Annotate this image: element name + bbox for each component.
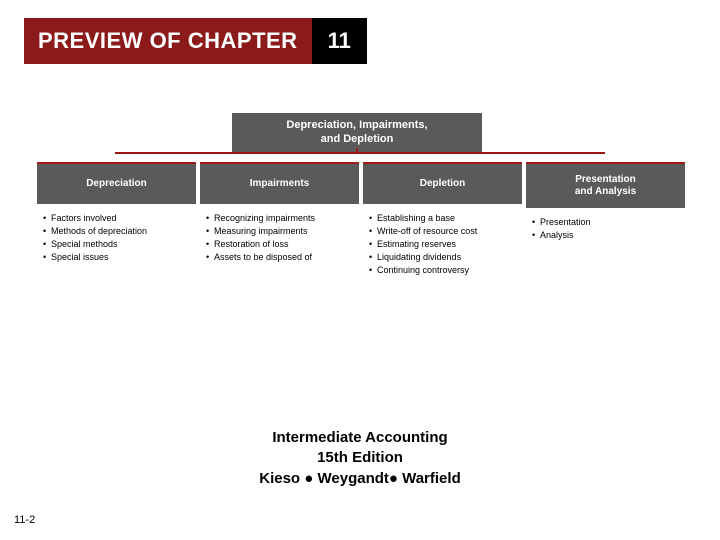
list-item: Assets to be disposed of — [206, 251, 353, 264]
list-item: Estimating reserves — [369, 238, 516, 251]
footer-credit: Intermediate Accounting 15th Edition Kie… — [0, 428, 720, 489]
column-header: Presentation and Analysis — [526, 164, 685, 208]
column-header: Depletion — [363, 164, 522, 204]
column-body: Establishing a base Write-off of resourc… — [363, 204, 522, 287]
column-header: Depreciation — [37, 164, 196, 204]
list-item: Methods of depreciation — [43, 225, 190, 238]
list-item: Measuring impairments — [206, 225, 353, 238]
footer-line-2: 15th Edition — [0, 448, 720, 468]
column-depreciation: Depreciation Factors involved Methods of… — [37, 162, 196, 287]
list-item: Establishing a base — [369, 212, 516, 225]
main-topic-text: Depreciation, Impairments, and Depletion — [286, 119, 427, 145]
list-item: Write-off of resource cost — [369, 225, 516, 238]
column-body: Factors involved Methods of depreciation… — [37, 204, 196, 274]
list-item: Presentation — [532, 216, 679, 229]
list-item: Continuing controversy — [369, 264, 516, 277]
column-body: Presentation Analysis — [526, 208, 685, 252]
connector-line — [115, 152, 605, 154]
column-presentation: Presentation and Analysis Presentation A… — [526, 162, 685, 287]
column-impairments: Impairments Recognizing impairments Meas… — [200, 162, 359, 287]
chapter-title-bar: PREVIEW OF CHAPTER 11 — [24, 18, 367, 64]
main-topic-heading: Depreciation, Impairments, and Depletion — [232, 113, 482, 153]
list-item: Restoration of loss — [206, 238, 353, 251]
column-depletion: Depletion Establishing a base Write-off … — [363, 162, 522, 287]
column-body: Recognizing impairments Measuring impair… — [200, 204, 359, 274]
column-header: Impairments — [200, 164, 359, 204]
topic-grid: Depreciation Factors involved Methods of… — [37, 162, 685, 287]
chapter-title-label: PREVIEW OF CHAPTER — [24, 18, 312, 64]
list-item: Recognizing impairments — [206, 212, 353, 225]
list-item: Factors involved — [43, 212, 190, 225]
footer-line-1: Intermediate Accounting — [0, 428, 720, 448]
list-item: Liquidating dividends — [369, 251, 516, 264]
footer-line-3: Kieso ● Weygandt● Warfield — [0, 469, 720, 489]
list-item: Special issues — [43, 251, 190, 264]
page-number: 11-2 — [14, 514, 35, 526]
list-item: Special methods — [43, 238, 190, 251]
chapter-number: 11 — [312, 18, 367, 64]
list-item: Analysis — [532, 229, 679, 242]
